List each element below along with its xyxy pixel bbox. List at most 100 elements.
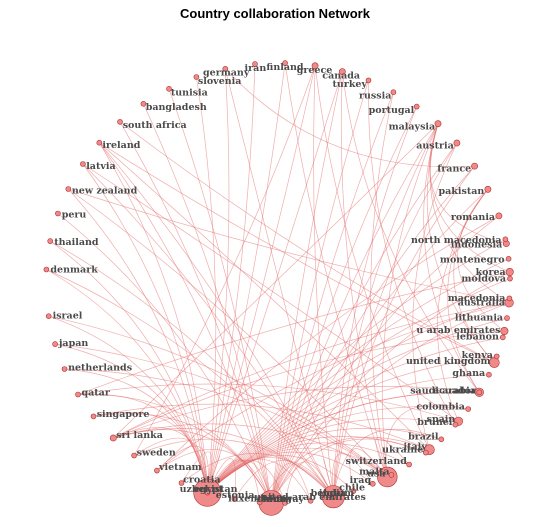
node-iraq[interactable] — [369, 480, 376, 487]
edge-australia-new-zealand — [68, 188, 510, 304]
node-malaysia[interactable] — [434, 120, 442, 128]
edge-u-arab-emirates-pakistan — [457, 189, 505, 332]
node-north-macedonia[interactable] — [502, 236, 509, 243]
edge-usa-canada — [340, 71, 388, 478]
edge-usa-netherlands — [64, 368, 388, 478]
node-macedonia[interactable] — [506, 295, 513, 302]
node-singapore[interactable] — [90, 413, 97, 420]
node-israel[interactable] — [45, 313, 52, 320]
edge-uzbekistan-greece — [207, 65, 316, 493]
edge-layer — [46, 63, 511, 504]
node-ghana[interactable] — [486, 371, 492, 378]
node-canada[interactable] — [338, 68, 346, 75]
node-tunisia[interactable] — [166, 86, 172, 92]
node-label-united-arab-emirates: united arab emirates — [254, 492, 366, 503]
node-austria[interactable] — [453, 139, 461, 147]
node-south-africa[interactable] — [117, 119, 123, 125]
node-russia[interactable] — [390, 89, 397, 95]
node-estonia[interactable] — [231, 496, 238, 502]
node-luxembourg[interactable] — [256, 499, 263, 506]
edge-usa-chile — [349, 448, 388, 492]
node-bangladesh[interactable] — [140, 101, 147, 107]
edge-greece-sweden — [133, 65, 316, 456]
node-label-new-zealand: new zealand — [72, 186, 138, 197]
node-germany[interactable] — [222, 66, 229, 72]
edge-china-peru — [57, 213, 272, 504]
node-lebanon[interactable] — [499, 334, 506, 341]
node-brunei[interactable] — [452, 421, 459, 428]
node-kenya[interactable] — [493, 353, 500, 360]
node-new-zealand[interactable] — [65, 186, 72, 192]
edge-india-sweden — [133, 438, 334, 497]
node-u-arab-emirates[interactable] — [500, 326, 509, 335]
node-netherlands[interactable] — [61, 366, 68, 372]
node-moldova[interactable] — [507, 275, 513, 282]
node-label-turkey: turkey — [333, 79, 368, 90]
node-united-arab-emirates[interactable] — [307, 497, 314, 504]
edge-uzbekistan-ghana — [207, 374, 489, 493]
edge-uzbekistan-estonia — [207, 458, 236, 500]
node-label-kenya: kenya — [462, 350, 493, 361]
node-label-italy: italy — [404, 442, 428, 453]
node-qatar[interactable] — [75, 391, 81, 398]
node-label-peru: peru — [62, 210, 87, 221]
node-label-macedonia: macedonia — [448, 293, 506, 304]
node-peru[interactable] — [55, 210, 61, 217]
node-japan[interactable] — [52, 341, 58, 347]
node-korea[interactable] — [505, 267, 514, 276]
node-label-ireland: ireland — [102, 140, 140, 151]
node-iran[interactable] — [252, 61, 258, 67]
node-egypt[interactable] — [204, 489, 211, 496]
node-chile[interactable] — [350, 488, 357, 494]
node-denmark[interactable] — [43, 266, 50, 273]
node-label-ghana: ghana — [452, 368, 485, 379]
edge-usa-russia — [370, 92, 394, 478]
edge-china-south-africa — [119, 121, 272, 503]
edge-china-vietnam — [156, 448, 272, 504]
node-romania[interactable] — [495, 212, 503, 220]
node-montenegro[interactable] — [505, 255, 512, 262]
node-lithuania[interactable] — [504, 315, 510, 321]
node-greece[interactable] — [311, 62, 319, 70]
edge-india-denmark — [46, 269, 334, 497]
node-malta[interactable] — [388, 472, 395, 478]
node-ireland[interactable] — [96, 139, 103, 146]
node-label-finland: finland — [266, 62, 303, 73]
node-label-thailand: thailand — [54, 237, 99, 248]
edge-italy-ireland — [99, 142, 430, 450]
node-finland[interactable] — [282, 60, 288, 66]
node-norway[interactable] — [282, 500, 288, 506]
node-label-pakistan: pakistan — [439, 186, 485, 197]
node-france[interactable] — [471, 162, 478, 170]
node-brazil[interactable] — [438, 436, 445, 443]
edge-saudi-arabia-sri-lanka — [113, 386, 480, 439]
node-croatia[interactable] — [178, 480, 185, 486]
node-usa[interactable] — [377, 466, 398, 488]
node-thailand[interactable] — [47, 238, 54, 244]
node-latvia[interactable] — [80, 161, 86, 167]
node-label-germany: germany — [203, 68, 250, 79]
node-belgium[interactable] — [330, 493, 337, 500]
node-turkey[interactable] — [365, 77, 372, 84]
node-portugal[interactable] — [413, 103, 420, 110]
node-vietnam[interactable] — [154, 467, 160, 474]
node-label-denmark: denmark — [50, 265, 98, 276]
node-pakistan[interactable] — [484, 185, 492, 193]
node-sweden[interactable] — [131, 452, 137, 459]
node-switzerland[interactable] — [406, 461, 412, 468]
node-sri-lanka[interactable] — [109, 434, 117, 442]
node-label-ecuador: ecuador — [433, 385, 477, 396]
node-label-vietnam: vietnam — [158, 462, 202, 473]
node-label-saudi-arabia: saudi arabia — [410, 385, 476, 396]
edge-china-canada — [270, 71, 343, 503]
node-label-israel: israel — [53, 311, 83, 322]
node-slovenia[interactable] — [193, 74, 200, 80]
node-label-latvia: latvia — [86, 161, 115, 172]
node-ukraine[interactable] — [422, 449, 429, 456]
edge-india-latvia — [82, 163, 334, 497]
node-ecuador[interactable] — [476, 389, 483, 396]
node-label-bangladesh: bangladesh — [146, 102, 207, 113]
edge-canada-ecuador — [341, 71, 480, 393]
node-label-indonesia: indonesia — [451, 239, 503, 250]
node-colombia[interactable] — [465, 406, 472, 412]
